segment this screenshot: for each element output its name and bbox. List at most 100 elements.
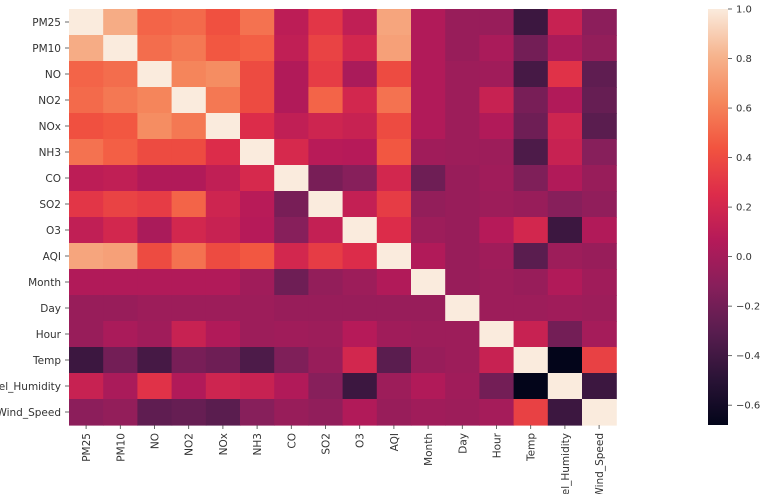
heatmap-cell bbox=[479, 269, 515, 296]
heatmap-cell bbox=[69, 243, 104, 270]
y-tick-label: AQI bbox=[43, 251, 61, 263]
heatmap-cell bbox=[205, 139, 241, 166]
heatmap-cell bbox=[171, 243, 207, 270]
heatmap-cell bbox=[103, 139, 138, 166]
heatmap-cell bbox=[171, 61, 207, 88]
heatmap-cell bbox=[274, 347, 309, 374]
heatmap-cell bbox=[479, 191, 515, 218]
heatmap-cell bbox=[205, 321, 241, 348]
heatmap-cell bbox=[411, 269, 446, 296]
heatmap-cell bbox=[342, 139, 378, 166]
heatmap-cell bbox=[240, 347, 275, 374]
y-tick-labels: PM25 PM10 NO NO2 NOx NH3 CO SO2 O3 AQI Month Day Hou… bbox=[0, 17, 69, 419]
y-tick-label: Rel_Humidity bbox=[0, 381, 61, 393]
heatmap-cell bbox=[582, 217, 617, 244]
heatmap-cell bbox=[479, 399, 515, 426]
heatmap-cell bbox=[240, 295, 275, 322]
heatmap-cell bbox=[103, 243, 138, 270]
heatmap-cell bbox=[513, 269, 549, 296]
heatmap-cell bbox=[274, 373, 309, 400]
heatmap-cell bbox=[547, 139, 583, 166]
heatmap-cell bbox=[513, 399, 549, 426]
colorbar-tick-label: −0.2 bbox=[736, 302, 760, 313]
heatmap-cell bbox=[479, 243, 515, 270]
heatmap-cell bbox=[582, 269, 617, 296]
heatmap-cell bbox=[479, 347, 515, 374]
heatmap-cell bbox=[547, 35, 583, 62]
heatmap-cell bbox=[445, 295, 480, 322]
heatmap-cell bbox=[411, 191, 446, 218]
heatmap-cell bbox=[137, 373, 173, 400]
x-tick-label: Temp bbox=[526, 433, 538, 462]
heatmap-cell bbox=[411, 295, 446, 322]
y-tick-label: Hour bbox=[36, 329, 62, 341]
heatmap-cell bbox=[69, 347, 104, 374]
heatmap-cell bbox=[411, 321, 446, 348]
heatmap-cell bbox=[376, 347, 412, 374]
heatmap-cell bbox=[103, 269, 138, 296]
heatmap-cell bbox=[342, 399, 378, 426]
x-tick-label: Month bbox=[423, 433, 435, 466]
heatmap-cell bbox=[547, 243, 583, 270]
heatmap-cell bbox=[547, 347, 583, 374]
x-tick-label: PM25 bbox=[81, 433, 93, 462]
heatmap-cell bbox=[137, 269, 173, 296]
heatmap-cell bbox=[376, 269, 412, 296]
heatmap-cell bbox=[103, 35, 138, 62]
heatmap-cell bbox=[240, 217, 275, 244]
heatmap-cell bbox=[547, 9, 583, 36]
heatmap-cell bbox=[240, 321, 275, 348]
heatmap-cell bbox=[69, 321, 104, 348]
heatmap-cell bbox=[411, 347, 446, 374]
heatmap-cell bbox=[137, 165, 173, 192]
heatmap-cell bbox=[376, 87, 412, 114]
x-tick-label: NO bbox=[150, 433, 162, 449]
colorbar-tick-label: −0.6 bbox=[736, 401, 760, 412]
heatmap-cell bbox=[445, 373, 480, 400]
heatmap-cell bbox=[411, 399, 446, 426]
heatmap-cell bbox=[479, 321, 515, 348]
heatmap-cell bbox=[103, 87, 138, 114]
heatmap-cell bbox=[240, 113, 275, 140]
heatmap-cell bbox=[513, 321, 549, 348]
heatmap-cell bbox=[479, 87, 515, 114]
heatmap-cell bbox=[342, 113, 378, 140]
y-tick-label: NO2 bbox=[38, 95, 61, 107]
heatmap-cell bbox=[171, 191, 207, 218]
heatmap-cell bbox=[274, 217, 309, 244]
heatmap-cell bbox=[547, 399, 583, 426]
heatmap-cell bbox=[513, 295, 549, 322]
heatmap-cell bbox=[103, 217, 138, 244]
heatmap-cell bbox=[137, 217, 173, 244]
heatmap-cell bbox=[103, 165, 138, 192]
heatmap-cell bbox=[274, 321, 309, 348]
heatmap-cell bbox=[308, 321, 344, 348]
heatmap-cell bbox=[376, 35, 412, 62]
heatmap-cell bbox=[582, 113, 617, 140]
heatmap-cell bbox=[103, 113, 138, 140]
heatmap-cell bbox=[376, 243, 412, 270]
heatmap-cell bbox=[205, 87, 241, 114]
heatmap-cell bbox=[513, 165, 549, 192]
heatmap-cell bbox=[308, 87, 344, 114]
heatmap-cell bbox=[411, 35, 446, 62]
heatmap-cell bbox=[171, 347, 207, 374]
heatmap-cell bbox=[308, 373, 344, 400]
heatmap-cell bbox=[547, 269, 583, 296]
heatmap-cell bbox=[137, 113, 173, 140]
heatmap-cell bbox=[240, 35, 275, 62]
y-tick-label: Wind_Speed bbox=[0, 407, 61, 419]
heatmap-cell bbox=[376, 139, 412, 166]
heatmap-cell bbox=[171, 295, 207, 322]
y-tick-label: NH3 bbox=[39, 147, 61, 159]
heatmap-cell bbox=[547, 321, 583, 348]
heatmap-cell bbox=[308, 35, 344, 62]
x-tick-label: NO2 bbox=[184, 433, 196, 456]
heatmap-cell bbox=[205, 295, 241, 322]
heatmap-cell bbox=[69, 35, 104, 62]
heatmap-cell bbox=[274, 269, 309, 296]
colorbar-tick-label: 1.0 bbox=[736, 5, 752, 16]
heatmap-cell bbox=[582, 35, 617, 62]
heatmap-cell bbox=[582, 295, 617, 322]
